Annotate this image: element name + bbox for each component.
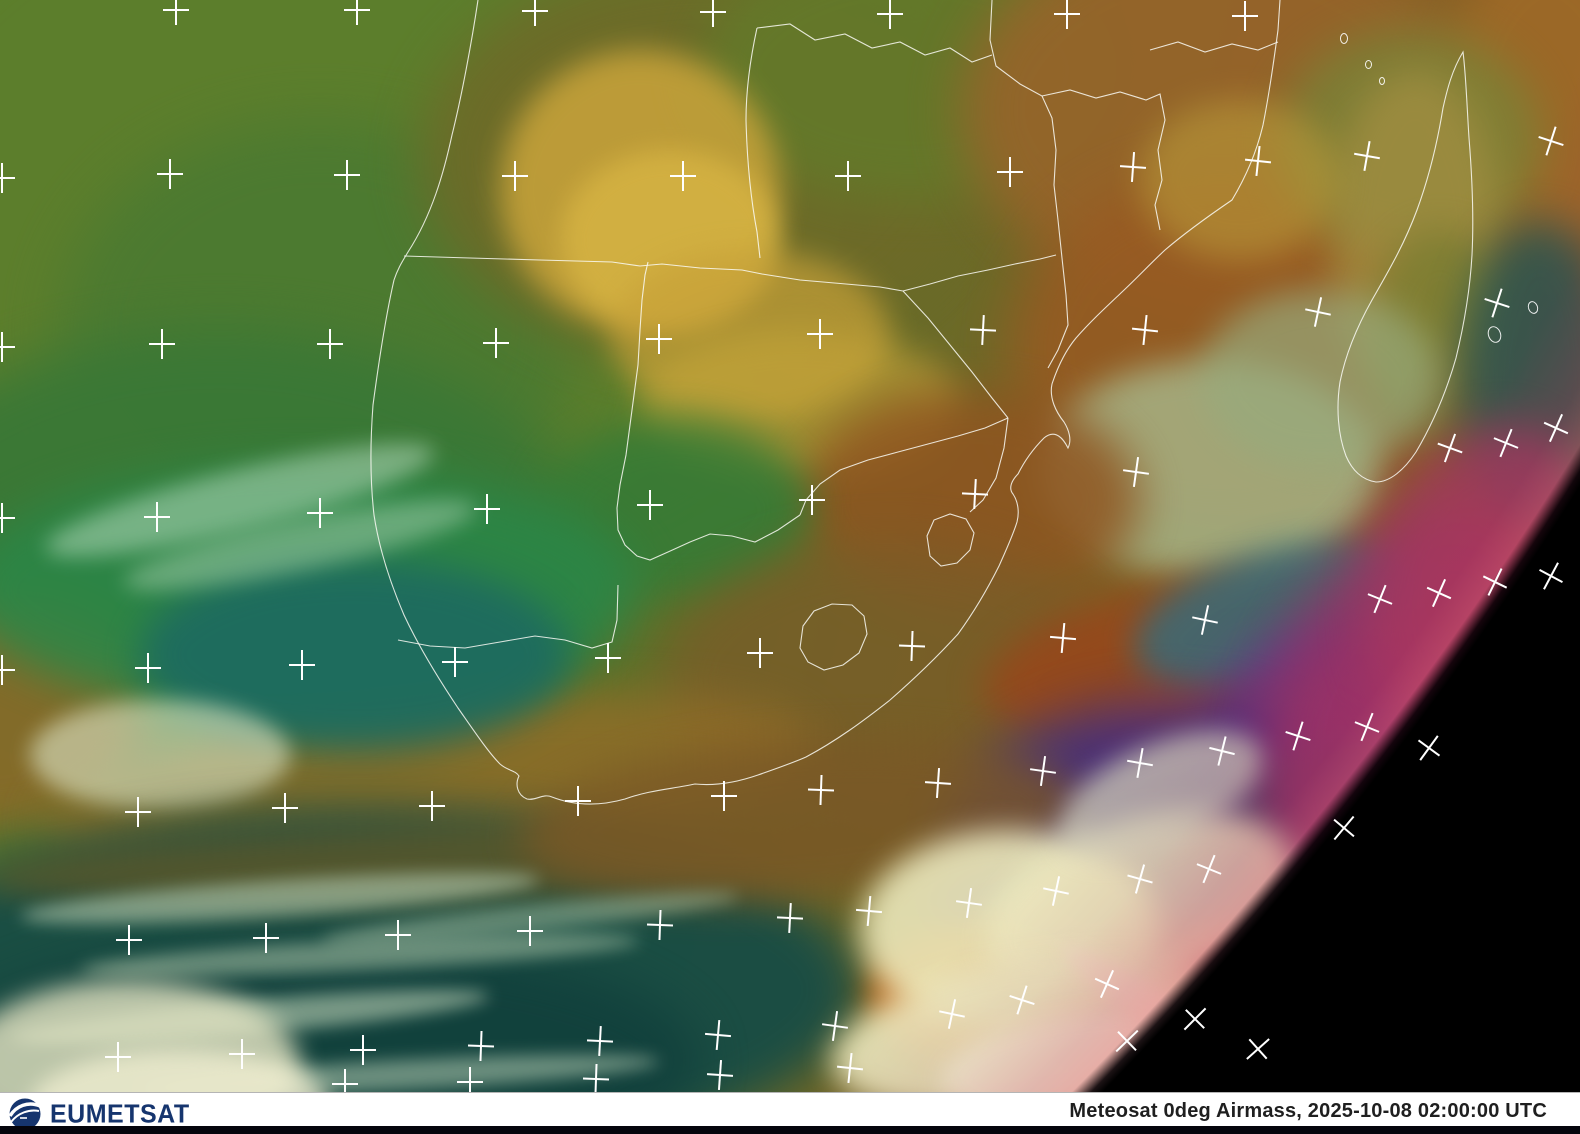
airmass-color-region	[30, 700, 290, 810]
footer-bar: EUMETSAT Meteosat 0deg Airmass, 2025-10-…	[0, 1092, 1580, 1134]
airmass-satellite-scene	[0, 0, 1580, 1092]
airmass-color-region	[1140, 100, 1340, 260]
footer-bottom-strip	[0, 1126, 1580, 1134]
image-caption: Meteosat 0deg Airmass, 2025-10-08 02:00:…	[1069, 1100, 1547, 1122]
airmass-color-region	[1200, 290, 1440, 470]
eumetsat-logo-text: EUMETSAT	[50, 1099, 190, 1129]
graticule-cross	[969, 314, 997, 345]
eumetsat-logo: EUMETSAT	[8, 1094, 190, 1134]
eumetsat-logo-icon	[8, 1098, 41, 1130]
